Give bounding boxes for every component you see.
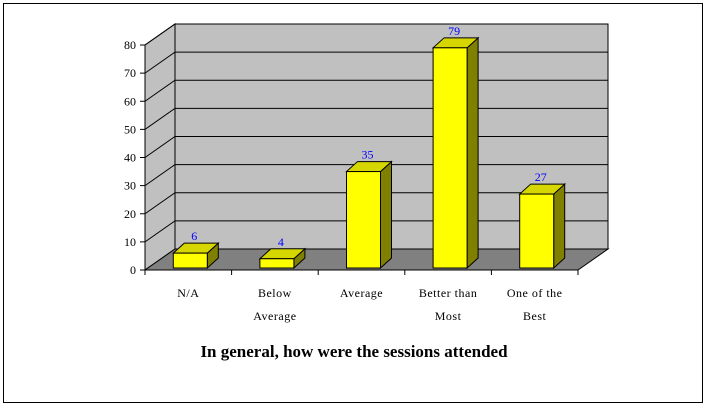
bars (172, 36, 566, 270)
x-category-label: One of the Best (507, 286, 563, 323)
bar-front (259, 258, 295, 269)
y-tick-label: 20 (124, 207, 136, 221)
bar (345, 160, 393, 270)
y-tick-label: 0 (130, 263, 136, 277)
data-label: 79 (448, 24, 460, 38)
y-tick-label: 40 (124, 151, 136, 165)
x-category-labels: N/A Below Average Average Better than Most One… (177, 286, 562, 323)
data-labels: 6 4 35 79 27 (191, 24, 546, 249)
bar-side (553, 182, 566, 270)
bar-front (519, 193, 555, 269)
bar (172, 241, 220, 270)
y-tick-label: 60 (124, 94, 136, 108)
data-label: 4 (278, 235, 284, 249)
bar (518, 182, 566, 270)
y-tick-label: 50 (124, 122, 136, 136)
x-category-label: Below Average (253, 286, 296, 323)
bar-front (432, 47, 468, 269)
data-label: 27 (535, 170, 547, 184)
bar-front (346, 171, 381, 269)
data-label: 35 (362, 148, 374, 162)
data-label: 6 (191, 229, 197, 243)
gridline (144, 23, 608, 46)
y-tick-label: 80 (124, 38, 136, 52)
x-category-label: Average (340, 286, 383, 300)
bar (431, 36, 480, 270)
x-category-label: Better than Most (419, 286, 477, 323)
bar-side (466, 36, 479, 270)
y-tick-labels: 0 10 20 30 40 50 60 70 80 (124, 38, 136, 277)
bar (258, 247, 307, 270)
bar-side (380, 160, 392, 270)
y-tick-label: 10 (124, 235, 136, 249)
y-tick-label: 70 (124, 66, 136, 80)
y-tick-label: 30 (124, 179, 136, 193)
chart-title: In general, how were the sessions attend… (200, 342, 508, 361)
bar-front (172, 252, 208, 269)
axes (140, 44, 579, 275)
x-category-label: N/A (177, 286, 199, 300)
